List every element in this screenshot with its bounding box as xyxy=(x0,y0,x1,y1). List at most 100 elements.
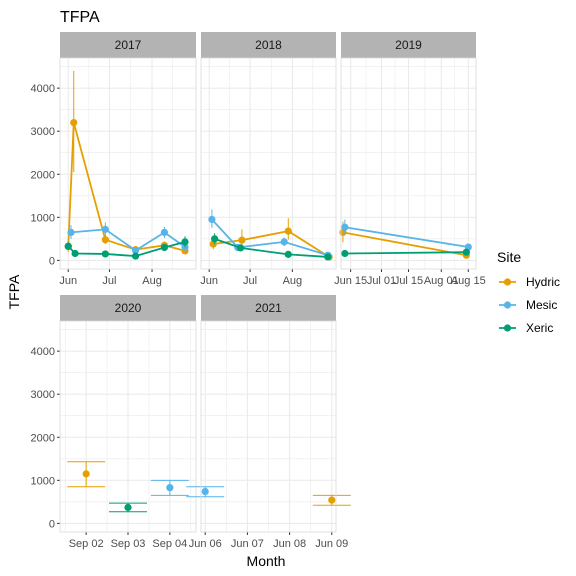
data-point xyxy=(160,228,169,236)
series-xeric xyxy=(64,236,189,260)
data-point xyxy=(341,249,349,258)
legend-key-point xyxy=(503,278,512,286)
data-point xyxy=(101,250,109,258)
facet-strip-label: 2021 xyxy=(255,301,282,315)
y-tick-label: 0 xyxy=(49,255,55,267)
series-line xyxy=(211,218,329,257)
chart-title: TFPA xyxy=(60,9,100,26)
facet-2021: 2021 Jun 06 Jun 07 Jun 08 Jun 09 xyxy=(186,295,351,550)
y-tick-label: 3000 xyxy=(31,126,55,138)
y-tick-label: 3000 xyxy=(31,389,55,401)
series-mesic xyxy=(150,479,189,496)
x-tick-label: Aug xyxy=(283,275,303,287)
series-xeric xyxy=(109,502,147,513)
legend: Site Hydric Mesic Xeric xyxy=(497,249,560,335)
panel-border xyxy=(59,57,197,270)
series-xeric xyxy=(211,233,332,261)
data-point xyxy=(166,484,174,492)
x-tick-label: Aug 01 xyxy=(424,275,459,287)
series-mesic xyxy=(186,486,225,498)
x-tick-label: Jun xyxy=(200,275,218,287)
y-tick-label: 0 xyxy=(49,518,55,530)
y-tick-label: 4000 xyxy=(31,346,55,358)
data-point xyxy=(236,244,245,252)
panel-background xyxy=(60,58,196,269)
legend-items: Hydric Mesic Xeric xyxy=(499,275,560,335)
facet-2020: 2020 0 1000 2000 3000 4000 Sep 02 Sep 03 Sep 04 xyxy=(31,295,197,550)
series-layer xyxy=(64,70,189,260)
data-point xyxy=(131,252,140,260)
data-point xyxy=(280,238,288,246)
facet-strip-label: 2019 xyxy=(395,38,422,52)
data-point xyxy=(208,215,216,224)
x-tick-label: Jul xyxy=(243,275,257,287)
legend-label: Hydric xyxy=(526,275,560,289)
facet-2017: 2017 0 1000 2000 3000 4000 Jun Jul Aug xyxy=(31,32,197,287)
x-tick-label: Sep 04 xyxy=(152,538,187,550)
legend-key-point xyxy=(503,301,512,309)
x-axis-title: Month xyxy=(247,553,286,569)
x-tick-label: Jun xyxy=(59,275,77,287)
data-point xyxy=(238,236,246,244)
data-point xyxy=(328,496,336,504)
y-axis-title: TFPA xyxy=(6,274,22,309)
data-point xyxy=(211,235,219,243)
series-mesic xyxy=(67,222,189,255)
facet-strip-label: 2020 xyxy=(115,301,142,315)
data-point xyxy=(181,238,189,246)
data-point xyxy=(70,118,78,127)
data-point xyxy=(64,242,72,250)
legend-label: Mesic xyxy=(526,298,557,312)
series-hydric xyxy=(67,461,106,488)
facet-strip xyxy=(201,295,336,321)
y-tick-label: 2000 xyxy=(31,432,55,444)
series-hydric xyxy=(312,494,351,506)
facet-strip-label: 2017 xyxy=(115,38,142,52)
panel-border xyxy=(200,320,337,533)
panel-border xyxy=(200,57,337,270)
x-tick-label: Jun 15 xyxy=(334,275,367,287)
panel-background xyxy=(201,58,336,269)
legend-item-mesic: Mesic xyxy=(499,298,557,312)
x-tick-label: Jun 07 xyxy=(231,538,264,550)
data-point xyxy=(284,250,292,258)
data-point xyxy=(101,225,109,233)
series-layer xyxy=(186,486,351,506)
gridlines xyxy=(60,321,196,532)
y-tick-label: 4000 xyxy=(31,83,55,95)
series-line xyxy=(214,238,328,258)
data-point xyxy=(101,236,109,244)
x-tick-label: Aug 15 xyxy=(451,275,486,287)
legend-item-xeric: Xeric xyxy=(499,321,553,335)
y-tick-label: 2000 xyxy=(31,169,55,181)
x-tick-label: Jun 06 xyxy=(189,538,222,550)
data-point xyxy=(131,246,140,255)
data-point xyxy=(284,227,292,235)
x-tick-label: Sep 02 xyxy=(69,538,104,550)
series-line xyxy=(213,230,330,258)
data-point xyxy=(82,470,90,478)
series-mesic xyxy=(341,219,472,251)
series-line xyxy=(344,251,467,255)
x-tick-label: Aug xyxy=(142,275,162,287)
data-point xyxy=(324,253,332,261)
data-point xyxy=(124,503,132,512)
panel-border xyxy=(340,57,477,270)
data-point xyxy=(67,228,75,236)
facet-strip xyxy=(60,295,196,321)
facet-strip xyxy=(60,32,196,58)
gridlines xyxy=(341,58,476,269)
facet-strip xyxy=(341,32,476,58)
x-tick-label: Jun 08 xyxy=(273,538,306,550)
x-tick-label: Jul xyxy=(102,275,116,287)
x-tick-label: Jul 15 xyxy=(394,275,423,287)
panel-border xyxy=(59,320,197,533)
series-line xyxy=(342,231,467,257)
series-layer xyxy=(67,461,189,513)
facet-2018: 2018 Jun Jul Aug xyxy=(200,32,337,287)
x-tick-label: Sep 03 xyxy=(111,538,146,550)
legend-label: Xeric xyxy=(526,321,553,335)
x-tick-label: Jun 09 xyxy=(315,538,348,550)
data-point xyxy=(201,487,209,496)
series-xeric xyxy=(341,248,470,258)
